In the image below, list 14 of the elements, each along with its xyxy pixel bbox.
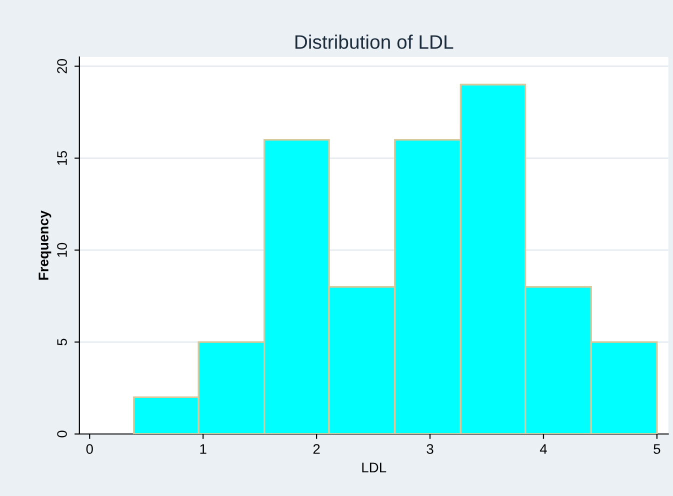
y-tick-label: 5: [57, 338, 67, 346]
y-axis-title: Frequency: [38, 210, 52, 280]
x-axis-title: LDL: [362, 462, 386, 472]
x-tick-label: 0: [86, 444, 93, 454]
y-tick-label: 0: [57, 430, 67, 438]
y-tick-label: 15: [57, 151, 67, 165]
x-tick-label: 5: [654, 444, 660, 454]
x-tick-label: 1: [200, 444, 206, 454]
x-tick-label: 3: [426, 444, 434, 454]
y-tick-label: 10: [57, 242, 67, 257]
x-tick-label: 4: [540, 444, 547, 454]
x-tick-label: 2: [313, 444, 320, 454]
y-tick-label: 20: [57, 59, 67, 74]
chart-title: Distribution of LDL: [295, 34, 454, 49]
